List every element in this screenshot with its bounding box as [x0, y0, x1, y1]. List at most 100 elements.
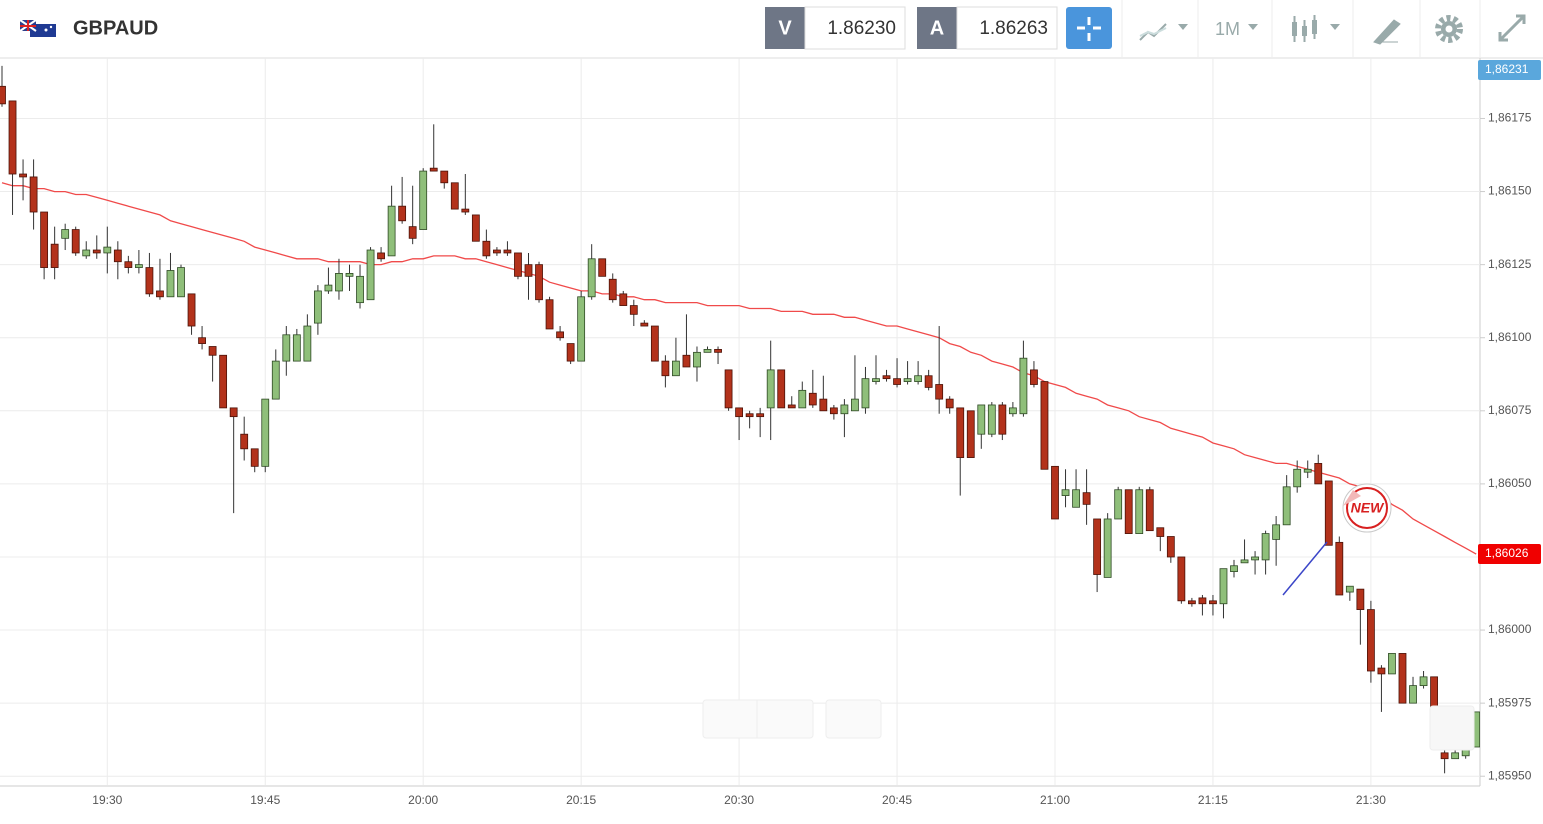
candle-body [282, 334, 291, 362]
candle-body [1303, 468, 1312, 473]
candle-body [124, 261, 133, 268]
candle-body [482, 240, 491, 257]
candle-body [577, 296, 586, 362]
candle-body [1230, 565, 1238, 572]
candle-body [524, 264, 533, 277]
candle-body [1145, 489, 1154, 532]
candle-body [29, 176, 38, 213]
candle-body [1051, 465, 1059, 520]
candle-body [1177, 556, 1186, 602]
y-tick-label: 1,86175 [1488, 111, 1532, 125]
candle-body [40, 211, 49, 268]
candle-body [261, 398, 270, 467]
candle-body [113, 249, 122, 263]
bid-label: V [778, 17, 792, 39]
candle-body [798, 389, 807, 409]
candle-body [450, 182, 459, 210]
candle-body [503, 249, 512, 254]
crosshair-button[interactable] [1066, 7, 1112, 49]
plot [0, 65, 1480, 774]
y-tick-label: 1,86075 [1488, 403, 1532, 417]
candle-body [745, 413, 754, 418]
candle-body [335, 273, 343, 292]
candle-body [1240, 559, 1249, 564]
candle-body [61, 229, 70, 239]
candle-body [229, 407, 238, 418]
candle-body [1061, 489, 1070, 496]
candle-body [766, 369, 775, 409]
candle-body [1093, 518, 1102, 575]
candle-body [956, 407, 965, 458]
candle-body [977, 404, 986, 435]
zoom-controls[interactable] [702, 699, 814, 739]
y-tick-label: 1,85950 [1488, 768, 1532, 782]
price-marker-label: 1,86231 [1485, 62, 1529, 76]
settings-button[interactable] [1435, 15, 1463, 43]
x-tick-label: 21:15 [1198, 793, 1228, 807]
timeframe[interactable]: 1M [1215, 19, 1240, 39]
candle-body [313, 290, 322, 324]
candle-body [1156, 527, 1165, 537]
candle-body [271, 360, 280, 400]
trend-line[interactable] [1282, 541, 1328, 596]
ask-price: 1.86263 [979, 18, 1048, 39]
candle-body [608, 278, 617, 301]
candle-body [693, 351, 701, 368]
candle-body [1409, 685, 1417, 704]
ask-tag[interactable] [917, 7, 957, 49]
candle-body [177, 267, 185, 298]
candle-body [366, 249, 375, 301]
x-tick-label: 21:00 [1040, 793, 1070, 807]
candle-body [471, 214, 480, 242]
candle-body [1198, 597, 1207, 605]
candle-body [240, 433, 249, 450]
candle-body [840, 404, 849, 415]
y-tick-label: 1,86100 [1488, 330, 1532, 344]
ask-box[interactable] [956, 6, 1058, 50]
candle-body [71, 229, 80, 254]
candle-body [1377, 667, 1386, 675]
chart-type-button[interactable] [1139, 23, 1188, 41]
candle-body [461, 208, 470, 213]
candle-body [1072, 489, 1080, 508]
candle-body [103, 246, 112, 254]
reset-control[interactable] [825, 699, 882, 739]
candle-body [1209, 600, 1217, 605]
candle-body [872, 378, 880, 382]
candle-body [345, 273, 354, 277]
candle-body [998, 404, 1007, 435]
candle-body [50, 243, 59, 268]
moving-average [1, 182, 1477, 555]
grid [0, 58, 1485, 785]
candle-body [250, 448, 259, 467]
draw-button[interactable] [1373, 19, 1401, 45]
fullscreen-button[interactable] [1498, 14, 1526, 42]
x-tick-label: 19:30 [92, 793, 122, 807]
candle-body [377, 252, 385, 260]
candle-body [324, 284, 333, 292]
candle-type-button[interactable] [1292, 15, 1340, 42]
badge-text: NEW [1351, 500, 1385, 516]
bid-tag[interactable] [765, 7, 805, 49]
candle-body [1272, 524, 1281, 540]
candle-body [145, 267, 154, 295]
candle-body [1166, 536, 1175, 558]
candle-body [861, 378, 870, 409]
x-tick-label: 20:45 [882, 793, 912, 807]
scroll-control[interactable] [1429, 705, 1475, 751]
y-tick-label: 1,86050 [1488, 476, 1532, 490]
candle-body [1440, 752, 1449, 760]
candle-body [893, 378, 901, 385]
candle-body [1314, 463, 1323, 485]
y-tick-label: 1,86000 [1488, 622, 1532, 636]
candle-body [82, 249, 91, 257]
candle-body [19, 173, 27, 178]
candle-body [903, 378, 912, 382]
bid-box[interactable] [804, 6, 906, 50]
price-marker [1478, 60, 1541, 80]
candle-body [650, 325, 659, 362]
timeframe-caret [1248, 24, 1258, 30]
candle-body [587, 258, 596, 298]
